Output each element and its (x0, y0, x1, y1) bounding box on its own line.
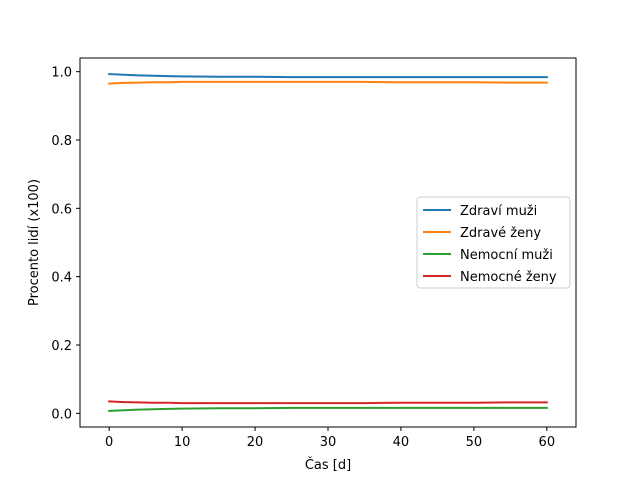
x-axis-label: Čas [d] (305, 457, 351, 473)
x-tick-label: 50 (466, 435, 483, 450)
y-axis: 0.0 0.2 0.4 0.6 0.8 1.0 (51, 66, 80, 422)
y-tick-label: 1.0 (51, 66, 72, 81)
legend-label: Nemocní muži (460, 248, 553, 263)
legend: Zdraví muži Zdravé ženy Nemocní muži Nemocn… (416, 196, 571, 289)
legend-label: Zdravé ženy (460, 226, 541, 241)
x-tick-label: 60 (539, 435, 556, 450)
x-tick-label: 10 (174, 435, 191, 450)
y-tick-label: 0.8 (51, 134, 72, 149)
legend-box (416, 196, 571, 289)
x-tick-label: 40 (393, 435, 410, 450)
legend-label: Nemocné ženy (460, 270, 557, 285)
series-line-1 (108, 73, 548, 79)
series-line-2 (108, 80, 548, 85)
y-tick-label: 0.4 (51, 271, 72, 286)
series-line-3 (108, 406, 548, 412)
y-tick-label: 0.2 (51, 339, 72, 354)
y-axis-label: Procento lidí (x100) (27, 179, 42, 306)
series-line-4 (108, 400, 548, 405)
y-tick-label: 0.0 (51, 407, 72, 422)
x-tick-label: 30 (320, 435, 337, 450)
y-tick-label: 0.6 (51, 202, 72, 217)
legend-label: Zdraví muži (460, 204, 537, 219)
x-tick-label: 20 (247, 435, 264, 450)
plot-lines (108, 73, 548, 412)
x-tick-label: 0 (105, 435, 113, 450)
x-axis: 0 10 20 30 40 50 60 (105, 427, 555, 450)
